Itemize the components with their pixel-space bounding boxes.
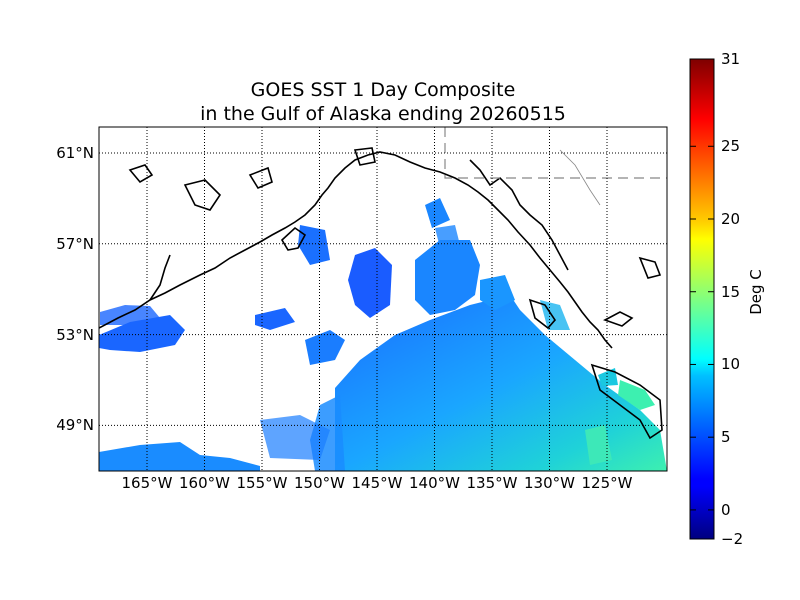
- colorbar-tick-label: 25: [721, 137, 741, 156]
- colorbar-label: Deg C: [747, 269, 765, 315]
- map-title-line-2: in the Gulf of Alaska ending 20260515: [200, 103, 566, 125]
- sst-data-layer: [99, 198, 667, 471]
- colorbar-ticks: [690, 58, 714, 540]
- colorbar-tick-label: 20: [721, 210, 741, 228]
- map-frame: [98, 126, 668, 472]
- latitude-label: 49°N: [56, 416, 94, 435]
- map-title-line-1: GOES SST 1 Day Composite: [250, 79, 516, 101]
- latitude-label: 53°N: [56, 325, 94, 344]
- colorbar-tick-label: 10: [721, 355, 741, 374]
- borders: [444, 127, 667, 206]
- longitude-label: 160°W: [179, 474, 230, 492]
- colorbar-tick-label: 5: [721, 428, 731, 447]
- colorbar-tick-label: −2: [721, 530, 744, 548]
- coastline: [99, 147, 663, 440]
- longitude-label: 135°W: [466, 474, 518, 492]
- longitude-label: 155°W: [236, 474, 288, 492]
- longitude-label: 165°W: [121, 474, 173, 492]
- latitude-label: 61°N: [56, 144, 94, 162]
- colorbar-tick-label: 31: [721, 50, 741, 68]
- longitude-label: 130°W: [524, 474, 575, 492]
- latitude-label: 57°N: [56, 234, 94, 253]
- longitude-label: 140°W: [409, 474, 460, 492]
- longitude-label: 125°W: [581, 474, 633, 492]
- longitude-label: 150°W: [294, 474, 345, 492]
- colorbar-tick-label: 0: [721, 500, 731, 519]
- colorbar: [689, 58, 715, 540]
- graticule: [99, 127, 667, 471]
- colorbar-tick-label: 15: [721, 282, 741, 301]
- longitude-label: 145°W: [351, 474, 403, 492]
